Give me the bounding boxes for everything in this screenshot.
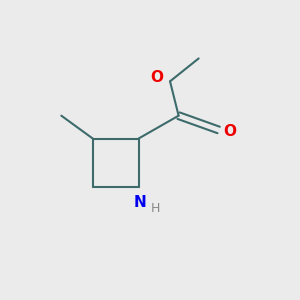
Text: O: O <box>151 70 164 85</box>
Text: O: O <box>224 124 237 139</box>
Text: H: H <box>151 202 160 215</box>
Text: N: N <box>134 195 146 210</box>
